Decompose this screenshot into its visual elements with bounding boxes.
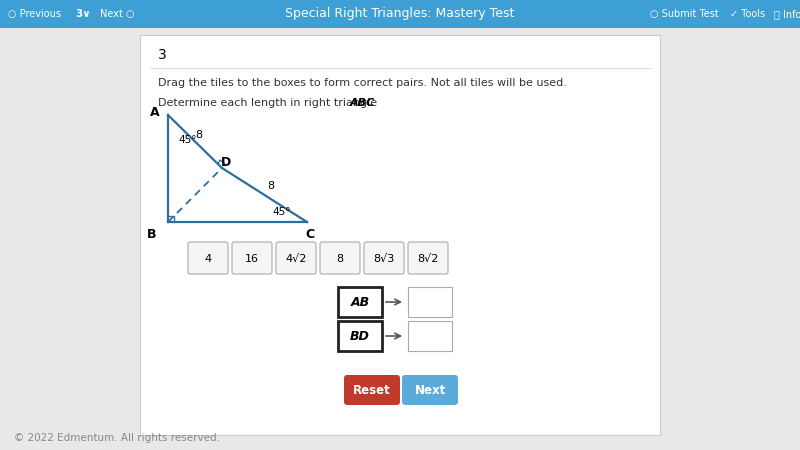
Text: 4: 4	[205, 254, 211, 264]
Text: 8: 8	[337, 254, 343, 264]
FancyBboxPatch shape	[276, 242, 316, 274]
FancyBboxPatch shape	[408, 242, 448, 274]
Text: 45°: 45°	[272, 207, 290, 217]
Text: 45°: 45°	[178, 135, 197, 145]
Text: 8: 8	[195, 130, 202, 140]
Text: Next: Next	[414, 384, 446, 397]
Text: © 2022 Edmentum. All rights reserved.: © 2022 Edmentum. All rights reserved.	[14, 433, 220, 443]
Bar	[140, 35, 660, 435]
Text: 8: 8	[267, 181, 274, 191]
Text: ⓘ Info: ⓘ Info	[774, 9, 800, 19]
Text: ○ Submit Test: ○ Submit Test	[650, 9, 718, 19]
FancyBboxPatch shape	[338, 287, 382, 317]
Text: A: A	[150, 105, 160, 118]
Text: 4√2: 4√2	[286, 254, 306, 264]
FancyBboxPatch shape	[344, 375, 400, 405]
Text: Reset: Reset	[353, 384, 391, 397]
Text: B: B	[147, 228, 157, 240]
Text: 16: 16	[245, 254, 259, 264]
Text: C: C	[306, 228, 314, 240]
FancyBboxPatch shape	[232, 242, 272, 274]
Text: ✓ Tools: ✓ Tools	[730, 9, 765, 19]
FancyBboxPatch shape	[408, 287, 452, 317]
Text: Special Right Triangles: Mastery Test: Special Right Triangles: Mastery Test	[286, 8, 514, 21]
Text: .: .	[372, 98, 376, 108]
Text: Determine each length in right triangle: Determine each length in right triangle	[158, 98, 381, 108]
Text: D: D	[221, 156, 231, 168]
Text: BD: BD	[350, 330, 370, 343]
Text: 3: 3	[158, 48, 166, 62]
Text: 8√3: 8√3	[374, 254, 394, 264]
FancyBboxPatch shape	[364, 242, 404, 274]
FancyBboxPatch shape	[188, 242, 228, 274]
Text: AB: AB	[350, 297, 370, 310]
FancyBboxPatch shape	[320, 242, 360, 274]
FancyBboxPatch shape	[408, 321, 452, 351]
FancyBboxPatch shape	[338, 321, 382, 351]
Text: 8√2: 8√2	[418, 254, 438, 264]
Text: Drag the tiles to the boxes to form correct pairs. Not all tiles will be used.: Drag the tiles to the boxes to form corr…	[158, 78, 567, 88]
Text: ○ Previous: ○ Previous	[8, 9, 61, 19]
Bar	[0, 0, 800, 28]
Text: Next ○: Next ○	[100, 9, 134, 19]
Text: ABC: ABC	[350, 98, 375, 108]
FancyBboxPatch shape	[402, 375, 458, 405]
Text: 3∨: 3∨	[75, 9, 90, 19]
